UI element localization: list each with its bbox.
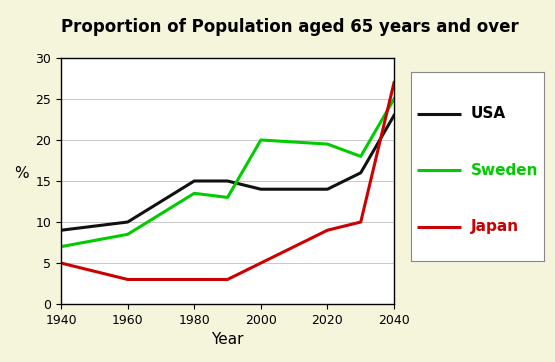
Text: Proportion of Population aged 65 years and over: Proportion of Population aged 65 years a… bbox=[61, 18, 519, 36]
Y-axis label: %: % bbox=[14, 166, 29, 181]
Text: USA: USA bbox=[471, 106, 506, 121]
Text: Sweden: Sweden bbox=[471, 163, 538, 178]
Text: Japan: Japan bbox=[471, 219, 519, 234]
X-axis label: Year: Year bbox=[211, 332, 244, 348]
